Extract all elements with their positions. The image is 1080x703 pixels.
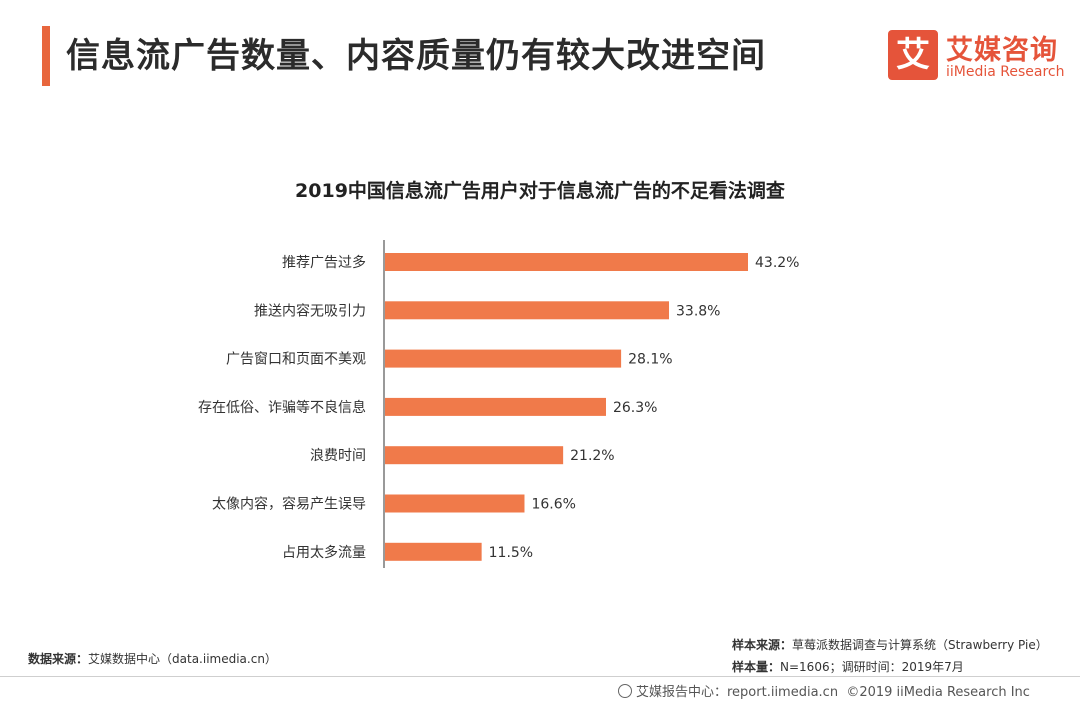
sample-size-label: 样本量： <box>732 660 781 674</box>
brand-name-en: iiMedia Research <box>946 64 1065 80</box>
category-label: 太像内容，容易产生误导 <box>212 496 366 513</box>
bar <box>385 542 482 561</box>
data-source-text: 艾媒数据中心（data.iimedia.cn） <box>88 652 277 666</box>
category-label: 浪费时间 <box>310 448 366 464</box>
category-label: 广告窗口和页面不美观 <box>226 351 366 368</box>
sample-size: 样本量：N=1606；调研时间：2019年7月 <box>732 656 1048 678</box>
category-label: 存在低俗、诈骗等不良信息 <box>198 399 366 416</box>
copyright: ©2019 iiMedia Research Inc <box>846 685 1030 700</box>
title-accent-bar <box>42 26 50 86</box>
sample-source-label: 样本来源： <box>732 638 793 652</box>
bar <box>385 494 525 513</box>
brand-logo[interactable]: 艾 艾媒咨询 iiMedia Research <box>888 28 1068 82</box>
category-label: 推荐广告过多 <box>282 254 366 271</box>
data-source: 数据来源：艾媒数据中心（data.iimedia.cn） <box>28 650 277 667</box>
bar <box>385 301 670 320</box>
sample-info: 样本来源：草莓派数据调查与计算系统（Strawberry Pie） 样本量：N=… <box>732 634 1048 678</box>
chart-title: 2019中国信息流广告用户对于信息流广告的不足看法调查 <box>295 180 785 202</box>
brand-mark-icon: 艾 <box>888 30 938 80</box>
sample-size-text: N=1606；调研时间：2019年7月 <box>780 660 964 674</box>
value-label: 43.2% <box>755 255 799 271</box>
value-label: 33.8% <box>676 303 720 319</box>
data-source-label: 数据来源： <box>28 652 89 666</box>
value-label: 28.1% <box>628 352 672 368</box>
value-label: 26.3% <box>613 400 657 416</box>
footer-divider <box>0 676 1080 677</box>
value-label: 21.2% <box>570 448 614 464</box>
footer-bar: 艾媒报告中心：report.iimedia.cn ©2019 iiMedia R… <box>618 681 1030 700</box>
category-label: 推送内容无吸引力 <box>254 302 366 319</box>
brand-name-cn: 艾媒咨询 <box>946 35 1058 66</box>
globe-icon <box>618 684 632 698</box>
bar <box>385 446 564 465</box>
category-label: 占用太多流量 <box>282 544 366 561</box>
sample-source-text: 草莓派数据调查与计算系统（Strawberry Pie） <box>792 638 1048 652</box>
sample-source: 样本来源：草莓派数据调查与计算系统（Strawberry Pie） <box>732 634 1048 656</box>
report-center-link[interactable]: 艾媒报告中心：report.iimedia.cn <box>636 685 839 700</box>
bar <box>385 397 606 416</box>
bar <box>385 253 748 271</box>
value-label: 16.6% <box>531 497 575 513</box>
page-title: 信息流广告数量、内容质量仍有较大改进空间 <box>66 36 766 76</box>
bar <box>385 349 622 368</box>
value-label: 11.5% <box>489 545 533 561</box>
